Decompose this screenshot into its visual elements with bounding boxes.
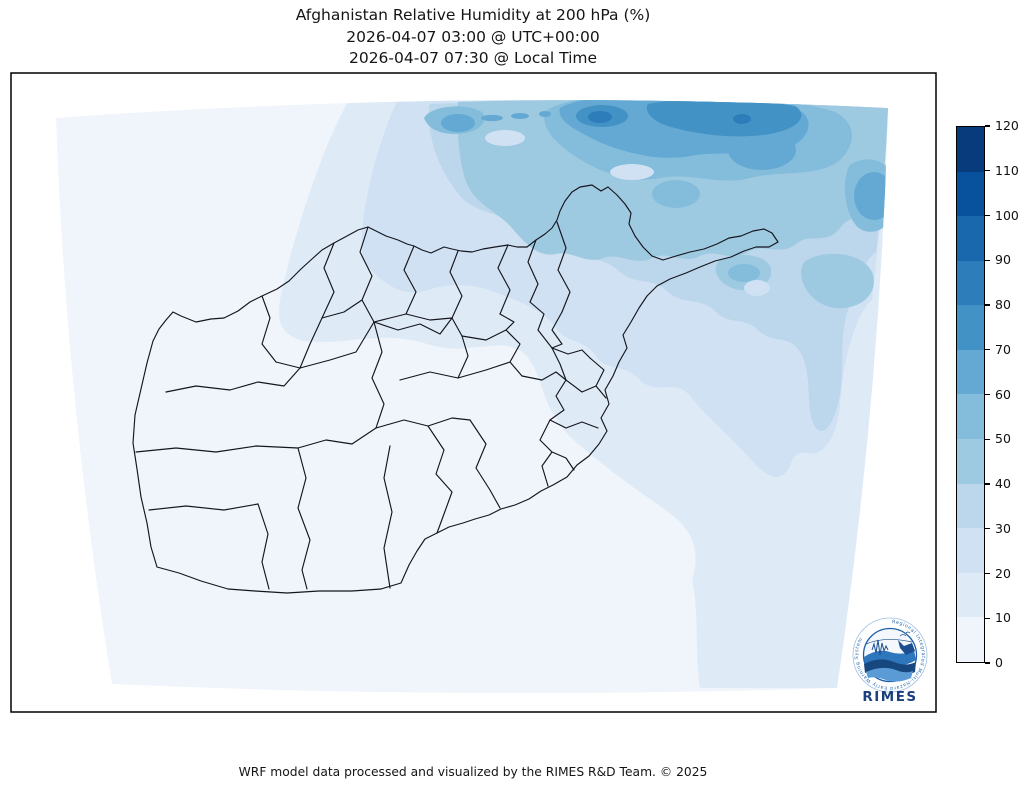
colorbar-segment [957,127,984,172]
contour-80-90 [588,111,751,124]
chart-title-block: Afghanistan Relative Humidity at 200 hPa… [0,5,946,70]
province-boundaries [132,184,779,594]
colorbar-segment [957,216,984,261]
rimes-logo: Regional Integrated Multi-Hazard Early W… [852,617,928,705]
colorbar-segment [957,572,984,618]
colorbar-segment [957,260,984,306]
colorbar-segment [957,439,984,484]
colorbar-segment [957,617,984,662]
logo-artwork [864,631,916,682]
title-local-time: 2026-04-07 07:30 @ Local Time [348,49,598,67]
map-contents: Regional Integrated Multi-Hazard Early W… [56,100,928,705]
country-outline [132,184,779,594]
contour-light-holes [485,130,770,296]
footer-caption: WRF model data processed and visualized … [238,765,708,779]
logo-wordmark: RIMES [862,689,917,705]
colorbar-segment [957,171,984,217]
colorbar-segment [957,483,984,529]
colorbar-segment [957,349,984,395]
colorbar [956,126,985,663]
title-utc-time: 2026-04-07 03:00 @ UTC+00:00 [346,27,600,46]
colorbar-segment [957,528,984,573]
title-variable: Afghanistan Relative Humidity at 200 hPa… [295,6,651,24]
colorbar-segment [957,305,984,350]
colorbar-segment [957,394,984,440]
